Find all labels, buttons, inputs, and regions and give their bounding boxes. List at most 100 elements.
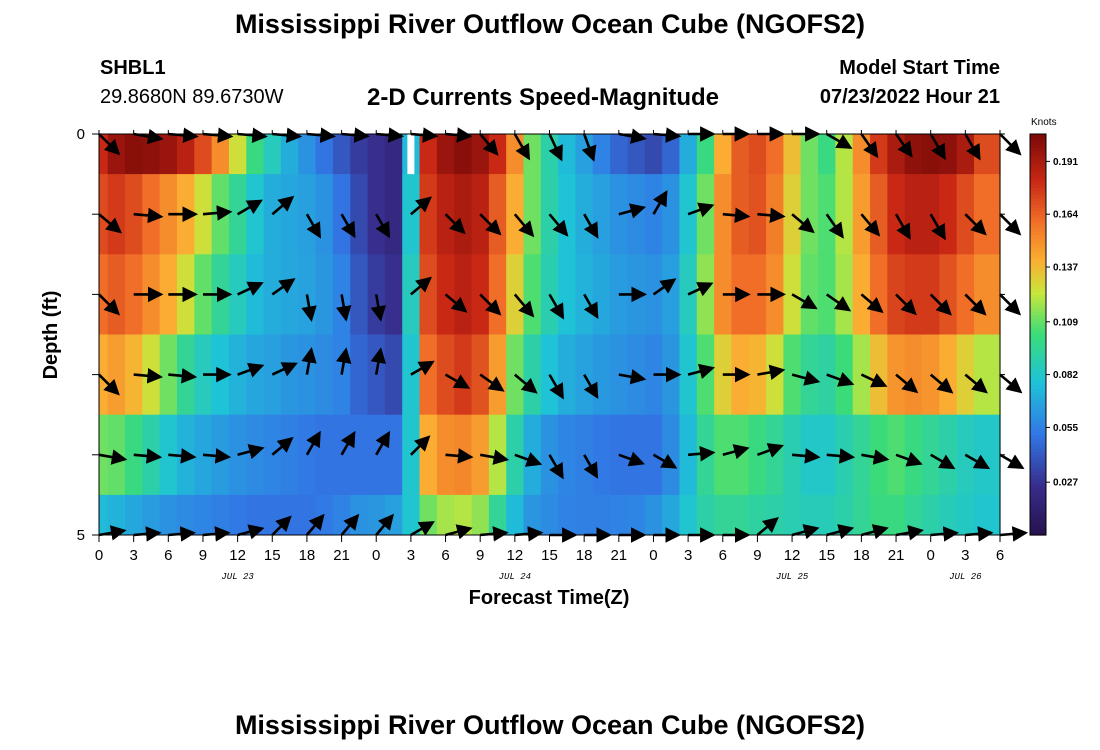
heatmap-cell — [523, 334, 542, 416]
colorbar-segment — [1030, 418, 1046, 422]
current-vector-arrow — [687, 202, 715, 218]
colorbar-segment — [1030, 468, 1046, 473]
heatmap-cell — [783, 134, 802, 175]
heatmap-cell — [766, 494, 785, 536]
colorbar-segment — [1030, 150, 1046, 155]
current-vector-arrow — [791, 213, 815, 234]
current-vector-arrow — [687, 282, 714, 297]
colorbar-segment — [1030, 200, 1046, 205]
colorbar-frame — [1029, 133, 1047, 536]
colorbar-segment — [1030, 177, 1046, 182]
heatmap-cell — [904, 414, 923, 496]
current-vector-arrow — [895, 451, 923, 467]
current-vector-arrow — [305, 213, 321, 239]
colorbar-segment — [1030, 474, 1046, 479]
colorbar-segment — [1030, 528, 1046, 533]
current-vector-arrow — [894, 133, 913, 158]
heatmap-cell — [246, 174, 265, 255]
colorbar-segment — [1030, 361, 1046, 366]
heatmap-cells — [99, 134, 1001, 536]
heatmap-cell — [280, 494, 299, 536]
current-vector-arrow — [722, 207, 751, 224]
x-tick-label: 21 — [610, 547, 627, 564]
y-tick-label: 0 — [77, 126, 85, 143]
current-vector-arrow — [340, 213, 356, 239]
colorbar-unit: Knots — [1031, 117, 1057, 128]
current-vector-arrow — [930, 453, 956, 470]
heatmap-cell — [436, 134, 455, 175]
heatmap-cell — [419, 174, 438, 255]
colorbar-segment — [1030, 501, 1046, 506]
heatmap-cell — [159, 494, 178, 536]
current-vector-arrow — [133, 368, 163, 384]
current-vector-arrow — [618, 451, 645, 467]
colorbar-segment — [1030, 180, 1046, 185]
colorbar-segment — [1030, 187, 1046, 192]
colorbar-segment — [1030, 167, 1046, 172]
current-vector-arrow — [756, 443, 784, 458]
current-vector-arrow — [370, 347, 387, 375]
colorbar-segment — [1030, 518, 1046, 523]
heatmap-cell — [540, 134, 559, 175]
heatmap-cell — [194, 134, 213, 175]
heatmap-cell — [592, 174, 611, 255]
heatmap-cell — [956, 134, 975, 175]
colorbar-segment — [1030, 297, 1046, 302]
colorbar-segment — [1030, 367, 1046, 372]
heatmap-cell — [315, 494, 334, 536]
current-vector-arrow — [548, 213, 569, 237]
colorbar-segment — [1030, 438, 1046, 443]
heatmap-cell — [419, 414, 438, 496]
current-vector-arrow — [375, 213, 391, 239]
heatmap-cell — [350, 494, 369, 536]
heatmap-cell — [454, 134, 473, 175]
axes: 0 3 6 9 12 15 18 21 0 3 6 9 12 15 18 21 0 3 6 9 12 15 18 21 0 3 6 J… — [77, 126, 1005, 582]
heatmap-cell — [679, 134, 698, 175]
x-tick-label: 21 — [333, 547, 350, 564]
heatmap-cell — [644, 494, 663, 536]
colorbar-segment — [1030, 424, 1046, 429]
colorbar-tick-label: 0.027 — [1053, 478, 1078, 489]
current-vector-arrow — [964, 133, 981, 161]
current-vector-arrow — [445, 448, 474, 464]
current-vector-arrow — [860, 293, 884, 314]
heatmap-cell — [627, 174, 646, 255]
colorbar-segment — [1030, 504, 1046, 509]
heatmap-cell — [315, 254, 334, 335]
current-vector-arrow — [861, 449, 890, 465]
colorbar-segment — [1030, 494, 1046, 499]
heatmap-cell — [904, 254, 923, 335]
current-vector-arrow — [375, 513, 394, 536]
current-vector-arrow — [895, 293, 917, 316]
current-vector-arrow — [825, 213, 844, 239]
heatmap-cell — [904, 134, 923, 175]
colorbar-tick-label: 0.191 — [1053, 157, 1078, 168]
heatmap-cell — [800, 334, 819, 416]
heatmap-cell — [870, 414, 888, 496]
colorbar-segment — [1030, 408, 1046, 412]
current-vector-arrow — [999, 373, 1023, 394]
heatmap-cell — [558, 134, 577, 175]
colorbar-tick-label: 0.109 — [1053, 317, 1078, 328]
colorbar-segment — [1030, 271, 1046, 275]
heatmap-cell — [384, 174, 403, 255]
colorbar-segment — [1030, 257, 1046, 262]
colorbar-segment — [1030, 321, 1046, 326]
colorbar-segment — [1030, 214, 1046, 219]
heatmap-cell — [766, 414, 785, 496]
heatmap-cell — [904, 494, 923, 536]
colorbar: 0.191 0.164 0.137 0.109 0.082 0.055 0.027 — [1029, 133, 1078, 536]
current-vector-arrow — [271, 278, 296, 296]
current-vector-arrow — [826, 132, 853, 149]
colorbar-segment — [1030, 294, 1046, 299]
current-vector-arrow — [409, 435, 431, 456]
heatmap-cell — [332, 414, 351, 496]
heatmap-cell — [835, 174, 854, 255]
colorbar-segment — [1030, 511, 1046, 516]
colorbar-segment — [1030, 240, 1046, 245]
model-start-value: 07/23/2022 Hour 21 — [819, 86, 1000, 108]
heatmap-cell — [974, 174, 1001, 255]
heatmap-cell — [558, 414, 577, 496]
current-vector-arrow — [791, 293, 818, 310]
heatmap-cell — [367, 134, 386, 175]
